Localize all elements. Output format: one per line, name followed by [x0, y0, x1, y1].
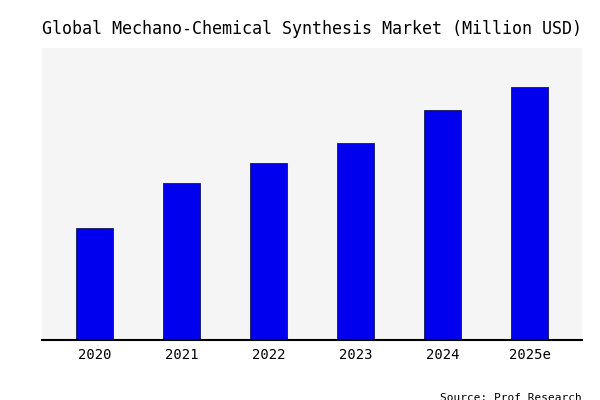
Text: Source: Prof Research: Source: Prof Research [440, 392, 582, 400]
Bar [511, 87, 548, 340]
Bar [250, 162, 287, 340]
Title: Global Mechano-Chemical Synthesis Market (Million USD): Global Mechano-Chemical Synthesis Market… [42, 20, 582, 38]
Bar [337, 144, 374, 340]
Bar [76, 228, 113, 340]
Bar [424, 110, 461, 340]
Bar [163, 183, 200, 340]
